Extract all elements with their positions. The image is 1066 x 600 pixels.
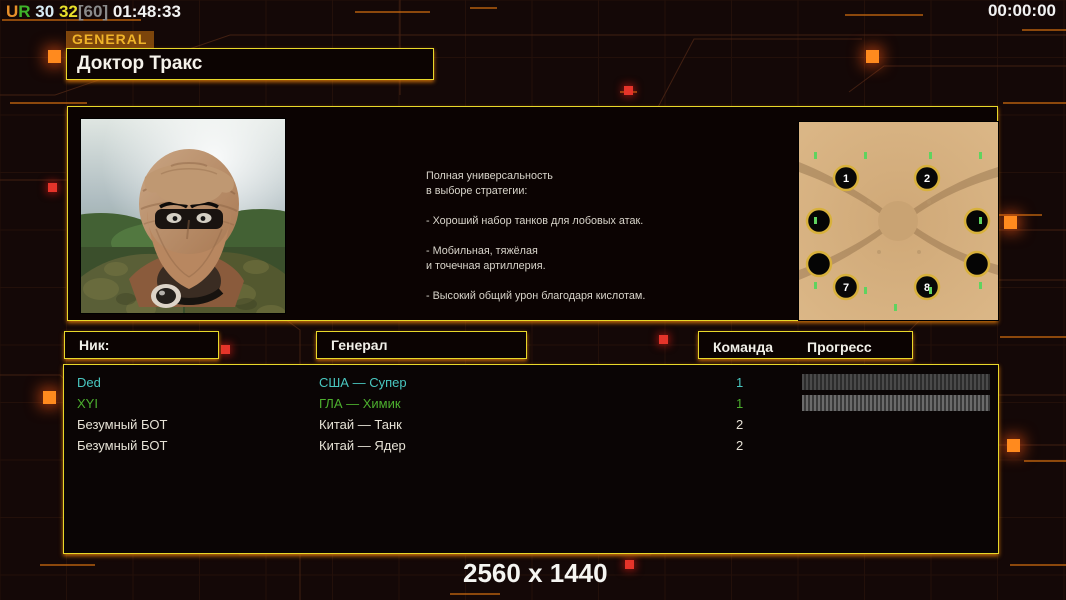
svg-text:7: 7 (843, 282, 849, 294)
svg-text:2: 2 (924, 173, 930, 185)
svg-text:1: 1 (843, 173, 849, 185)
